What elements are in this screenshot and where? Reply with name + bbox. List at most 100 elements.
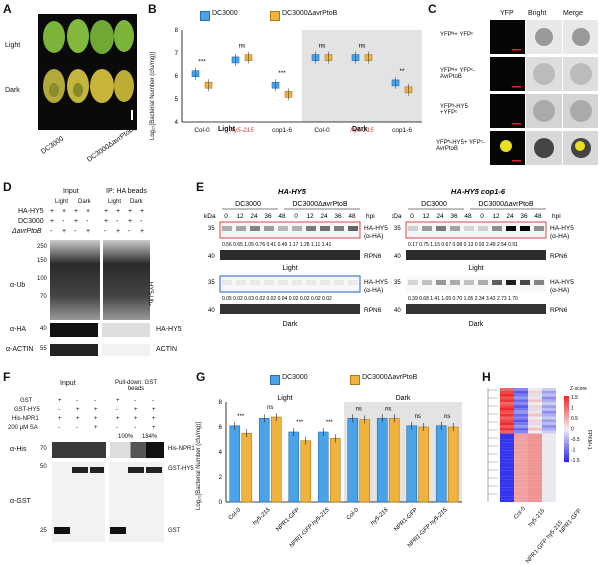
h-ztick: 1.5 [571,395,578,401]
panel-label-a: A [3,2,12,16]
h-cell [500,479,514,483]
d-row-name-1: DC3000 [18,218,44,225]
h-scale [564,409,569,412]
b-ytick: 7 [175,51,179,57]
h-cell [528,445,542,448]
h-ztick: 0.5 [571,416,578,422]
d-aactin: α-ACTIN [6,346,34,353]
h-scale [564,433,569,436]
h-cell [500,470,514,474]
e-hpi: 36 [450,213,458,220]
h-cell [528,493,542,497]
e-band [506,226,516,231]
label-light: Light [5,42,21,49]
panel-label-d: D [3,180,12,194]
h-cell [514,459,528,463]
f-sign: + [134,407,138,413]
d-sign: + [104,218,109,225]
g-sig: ns [444,414,450,420]
e-hpi: 48 [348,213,356,220]
f-input: Input [60,380,76,387]
h-cell [514,447,528,451]
h-cell [500,393,514,397]
h-cell [500,484,514,488]
e-aha-dark: (α-HA) [550,287,569,294]
legend-swatch-blue [200,11,210,21]
e-aha: (α-HA) [550,233,569,240]
h-cell [528,462,542,465]
h-cell [528,396,542,400]
g-bar [317,431,329,503]
e-hpi: 48 [464,213,472,220]
h-cell [500,464,514,468]
d-sign: + [50,208,55,215]
h-scale [564,422,569,425]
h-scale [564,437,569,441]
g-bar [418,426,430,503]
g-sig: ns [356,406,362,412]
h-cell [500,399,514,403]
e-rpn6: RPN6 [364,253,382,260]
f-pd: Pull-down: GST beads [114,380,157,392]
h-cell [500,473,514,477]
label-dark: Dark [5,87,20,94]
e-rpn6-dark: RPN6 [550,307,568,314]
h-scale [564,446,569,449]
h-scale [564,404,569,408]
h-cell [500,482,514,485]
h-cell [514,402,528,406]
e-band-dark [408,280,418,285]
h-scale [564,455,569,458]
e-hpi: 12 [236,213,244,220]
g-category: Col-0 [228,507,243,522]
g-bar [376,417,388,503]
e-dark-label: Dark [469,321,484,328]
h-cell [500,499,514,503]
c-col-merge: Merge [563,10,583,17]
h-cell [500,425,514,428]
e-band-dark [520,280,530,285]
e-kda-35: 35 [394,226,401,232]
leaf-photo-svg [43,19,134,120]
f-row-name-0: GST [20,398,33,404]
h-cell [528,447,542,451]
d-sign: + [50,218,55,225]
e-hpi: 0 [480,213,484,220]
h-cell [500,476,514,480]
chart-b: 4 5 6 7 8 Col-0 *** hy5-215 ns cop1-6 *** Col-0 ns hy… [175,28,422,134]
panel-label-f: F [3,370,11,384]
h-cell [514,410,528,414]
e-band-dark [264,280,274,285]
e-light-vals: 0.56 0.65 1.05 0.76 0.41 0.49 1.17 1.28 … [222,242,332,248]
g-bar [347,417,359,503]
b-category: Col-0 [194,127,210,134]
h-scale [564,411,569,414]
e-title: HA-HY5 cop1-6 [451,188,506,196]
d-sign: + [86,228,91,235]
h-scale [564,402,569,405]
f-kda-25: 25 [40,528,47,534]
h-zlabel: Z-score [570,386,587,392]
d-sign: + [116,228,121,235]
e-left: HA-HY5 DC3000 DC3000ΔavrPtoB kDa 0 12 24 36 48 0 1… [200,187,400,358]
h-cell [542,490,556,494]
f-row-name-2: His-NPR1 [12,416,39,422]
d-ha-blot [50,323,150,337]
h-cell [500,450,514,454]
h-cell [514,436,528,440]
f-kda-70: 70 [40,446,47,452]
f-pct-2: 184% [142,434,158,440]
h-cell [542,445,556,448]
h-cell [500,487,514,491]
d-dark-1: Dark [78,199,91,205]
h-cell [500,445,514,448]
f-sign: + [116,398,120,404]
h-scale [564,457,569,460]
c-micrographs [490,20,598,166]
h-cell [514,419,528,423]
h-cell [542,390,556,394]
e-band-dark [492,280,502,285]
e-band [348,226,358,231]
f-sign: - [134,398,136,404]
h-cell [542,493,556,497]
